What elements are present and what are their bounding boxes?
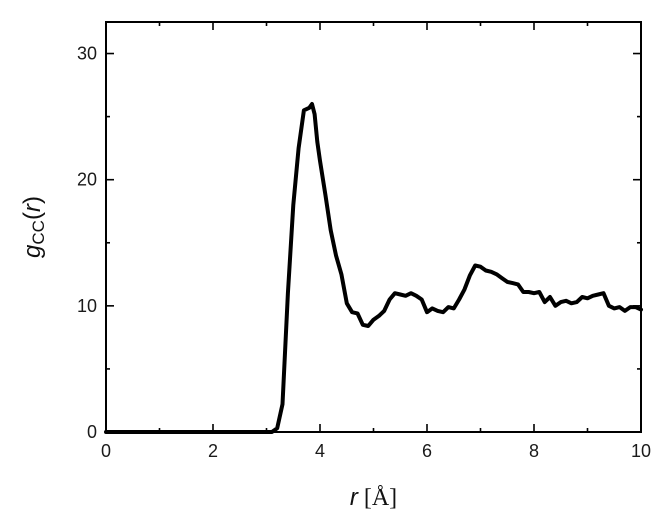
x-tick-label: 6 [422,441,432,461]
plot-frame [105,21,642,433]
x-axis-label-symbol: r [350,484,359,511]
y-tick-label: 20 [77,170,97,190]
x-axis-label: r [Å] [350,484,397,511]
y-axis-label-subscript: CC [29,220,48,245]
y-tick-label: 30 [77,44,97,64]
y-axis-label-paren-close: ) [19,196,46,204]
x-tick-label: 10 [631,441,651,461]
x-axis-label-unit: [Å] [358,485,397,511]
y-axis-label: gCC(r) [19,196,48,258]
x-tick-label: 8 [529,441,539,461]
gcc-series-line [104,102,643,434]
axis-ticks [105,22,642,433]
y-tick-label: 10 [77,296,97,316]
y-axis-label-paren-open: ( [19,212,46,220]
tick-labels: 0 2 4 6 8 10 0 10 20 30 [77,44,651,461]
y-axis-label-symbol: g [19,244,46,258]
x-tick-label: 4 [315,441,325,461]
x-tick-label: 0 [101,441,111,461]
y-tick-label: 0 [87,422,97,442]
y-axis-label-arg: r [19,203,46,212]
x-tick-label: 2 [208,441,218,461]
